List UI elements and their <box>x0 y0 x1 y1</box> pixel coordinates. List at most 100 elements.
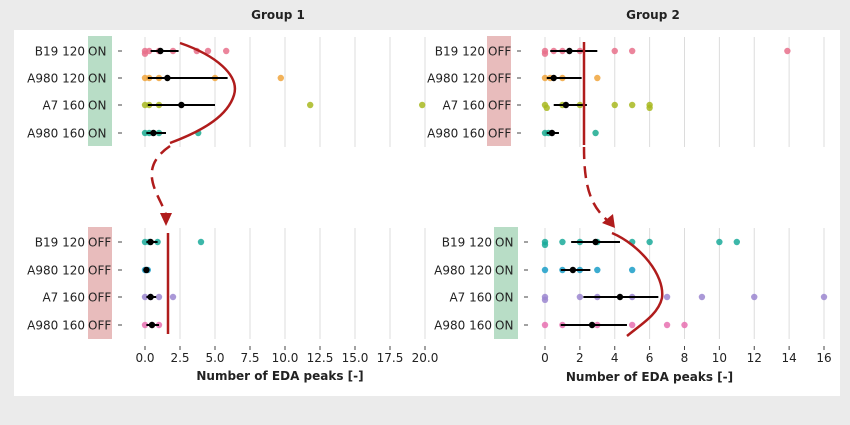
condition-label: ON <box>88 99 106 113</box>
data-point <box>594 266 601 274</box>
summary-mean <box>550 74 557 82</box>
summary-mean <box>592 238 599 246</box>
x-tick-label: 0 <box>541 351 549 365</box>
annotations <box>150 41 664 337</box>
data-point <box>784 47 791 55</box>
summary-mean <box>588 321 596 329</box>
data-point <box>592 129 599 137</box>
data-point <box>197 238 205 246</box>
condition-band <box>88 36 112 146</box>
top-right-arrowhead <box>602 214 615 228</box>
x-axis-title: Number of EDA peaks [-] <box>196 369 363 383</box>
category-label: A7 160 <box>449 291 492 305</box>
data-point <box>820 293 828 301</box>
data-point <box>628 266 636 274</box>
data-point <box>681 321 688 329</box>
category-label: A980 120 <box>427 72 485 86</box>
data-point <box>307 101 314 109</box>
top-left-distribution-curve <box>169 41 237 145</box>
bottom-right-distribution-curve <box>611 231 664 337</box>
x-tick-label: 12 <box>747 351 762 365</box>
category-label: B19 120 <box>435 45 485 59</box>
condition-label: OFF <box>88 319 111 333</box>
data-point <box>611 101 618 109</box>
x-tick-label: 5.0 <box>205 351 224 365</box>
category-label: B19 120 <box>442 236 492 250</box>
data-point <box>541 50 549 57</box>
summary-mean <box>566 47 573 55</box>
summary-mean <box>143 266 150 274</box>
condition-label: OFF <box>488 127 511 141</box>
summary-mean <box>548 129 556 137</box>
data-point <box>141 293 149 301</box>
data-point <box>646 104 653 112</box>
category-label: A980 120 <box>27 72 85 86</box>
top-right-dashed-arrow <box>582 146 608 221</box>
data-point <box>419 101 426 109</box>
condition-label: ON <box>495 291 513 305</box>
data-point <box>141 321 149 329</box>
data-point <box>576 293 584 301</box>
x-tick-label: 0.0 <box>135 351 154 365</box>
data-point <box>698 293 706 301</box>
summary-mean <box>164 74 171 82</box>
x-tick-label: 8 <box>681 351 689 365</box>
x-tick-label: 16 <box>816 351 831 365</box>
data-point <box>716 238 723 246</box>
data-point <box>751 293 758 301</box>
data-point <box>277 74 284 82</box>
condition-label: ON <box>88 72 106 86</box>
x-tick-label: 4 <box>611 351 619 365</box>
condition-label: ON <box>88 45 106 59</box>
data-point <box>541 296 549 303</box>
x-tick-label: 20.0 <box>412 351 439 365</box>
data-point <box>663 321 671 329</box>
category-label: B19 120 <box>35 45 85 59</box>
summary-mean <box>147 293 154 301</box>
data-point <box>541 74 549 82</box>
category-label: A980 120 <box>27 264 85 278</box>
plot-canvas <box>14 30 840 396</box>
summary-mean <box>562 101 570 109</box>
data-point <box>628 321 636 329</box>
category-label: A980 120 <box>434 264 492 278</box>
x-tick-label: 2.5 <box>170 351 189 365</box>
summary-mean <box>616 293 624 301</box>
x-tick-label: 6 <box>646 351 654 365</box>
data-point <box>594 74 601 82</box>
condition-label: OFF <box>88 236 111 250</box>
data-point <box>559 238 566 246</box>
summary-mean <box>147 238 154 246</box>
condition-label: OFF <box>488 99 511 113</box>
group-title: Group 2 <box>626 8 680 22</box>
data-point <box>541 266 549 274</box>
category-label: A7 160 <box>42 291 85 305</box>
data-point <box>628 101 636 109</box>
x-axis-title: Number of EDA peaks [-] <box>566 370 733 384</box>
x-tick-label: 10.0 <box>272 351 299 365</box>
group-title: Group 1 <box>251 8 305 22</box>
summary-mean <box>569 266 577 274</box>
top-left-arrowhead <box>160 213 172 226</box>
data-point <box>733 238 741 246</box>
condition-band <box>88 227 112 339</box>
data-point <box>646 238 653 246</box>
data-point <box>155 293 163 301</box>
category-label: A980 160 <box>27 319 85 333</box>
summary-mean <box>148 321 156 329</box>
category-label: B19 120 <box>35 236 85 250</box>
x-tick-label: 10 <box>712 351 727 365</box>
data-point <box>541 321 549 329</box>
condition-label: OFF <box>488 72 511 86</box>
condition-band <box>494 227 518 339</box>
data-point <box>543 104 550 112</box>
category-label: A980 160 <box>434 319 492 333</box>
condition-label: OFF <box>488 45 511 59</box>
x-tick-label: 7.5 <box>240 351 259 365</box>
data-point <box>146 47 153 55</box>
data-point <box>611 47 618 55</box>
